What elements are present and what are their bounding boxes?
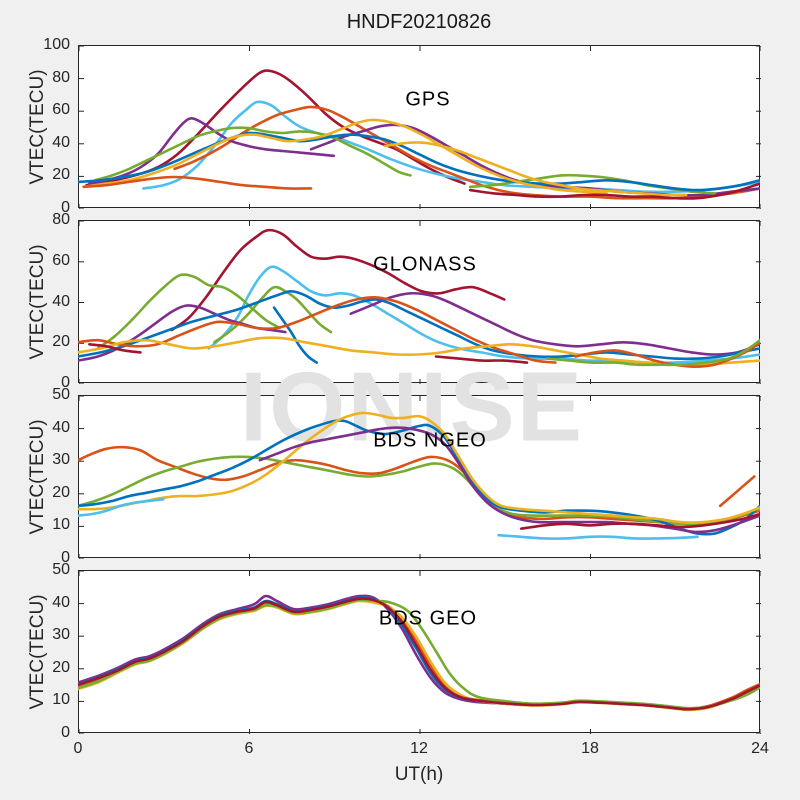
y-tick-label: 80 bbox=[52, 69, 70, 86]
y-tick-label: 40 bbox=[52, 134, 70, 151]
y-tick-label: 20 bbox=[52, 166, 70, 183]
panel-annotation-glonass: GLONASS bbox=[373, 253, 477, 276]
y-tick-label: 40 bbox=[52, 594, 70, 611]
y-tick-label: 30 bbox=[52, 451, 70, 468]
y-tick-label: 30 bbox=[52, 626, 70, 643]
y-tick-label: 50 bbox=[52, 386, 70, 403]
y-tick-label: 0 bbox=[61, 724, 70, 741]
y-axis-label: VTEC(TECU) bbox=[27, 593, 48, 710]
figure-title: HNDF20210826 bbox=[346, 11, 492, 33]
y-tick-label: 0 bbox=[61, 374, 70, 391]
x-tick-label: 0 bbox=[73, 740, 83, 757]
x-axis-label: UT(h) bbox=[394, 764, 444, 785]
y-tick-label: 60 bbox=[52, 252, 70, 269]
axes-ticks bbox=[79, 571, 761, 734]
y-axis-label: VTEC(TECU) bbox=[27, 418, 48, 535]
y-tick-label: 20 bbox=[52, 659, 70, 676]
y-tick-label: 10 bbox=[52, 516, 70, 533]
plot-panel-bds-geo bbox=[78, 570, 761, 734]
panel-annotation-bds-ngeo: BDS NGEO bbox=[373, 429, 487, 452]
y-axis-label: VTEC(TECU) bbox=[27, 68, 48, 185]
x-tick-label: 18 bbox=[581, 740, 599, 757]
y-tick-label: 50 bbox=[52, 561, 70, 578]
y-tick-label: 80 bbox=[52, 211, 70, 228]
y-tick-label: 0 bbox=[61, 199, 70, 216]
y-tick-label: 100 bbox=[43, 36, 70, 53]
panel-annotation-gps: GPS bbox=[405, 88, 451, 111]
y-tick-label: 20 bbox=[52, 333, 70, 350]
y-tick-label: 40 bbox=[52, 419, 70, 436]
x-tick-label: 6 bbox=[244, 740, 254, 757]
axes-ticks bbox=[79, 46, 761, 209]
y-tick-label: 20 bbox=[52, 484, 70, 501]
plot-panel-gps bbox=[78, 45, 761, 209]
y-tick-label: 60 bbox=[52, 101, 70, 118]
y-tick-label: 10 bbox=[52, 691, 70, 708]
panel-annotation-bds-geo: BDS GEO bbox=[378, 607, 478, 630]
y-tick-label: 40 bbox=[52, 293, 70, 310]
y-axis-label: VTEC(TECU) bbox=[27, 243, 48, 360]
x-tick-label: 12 bbox=[410, 740, 428, 757]
y-tick-label: 0 bbox=[61, 549, 70, 566]
x-tick-label: 24 bbox=[751, 740, 769, 757]
